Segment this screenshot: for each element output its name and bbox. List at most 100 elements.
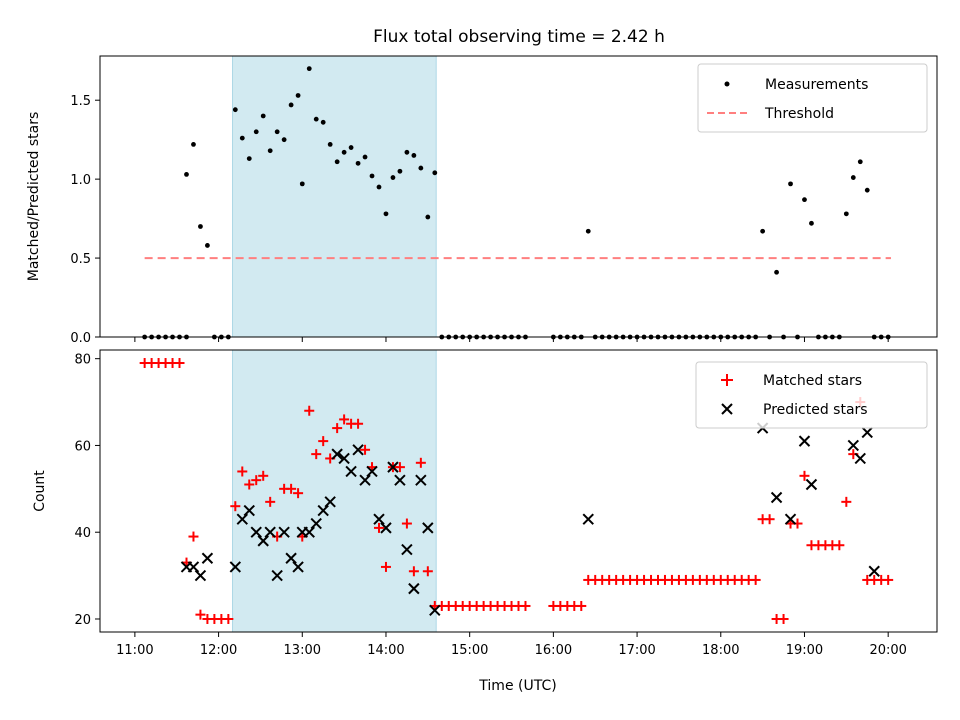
bottom-x-ticks: 11:00 12:00 13:00 14:00 15:00 16:00 17:00 18:00… — [116, 632, 907, 658]
top-y-tick-label: 0.0 — [70, 331, 91, 346]
predicted-star-point — [324, 496, 336, 508]
matched-star-point — [360, 444, 371, 455]
bottom-y-tick-label: 40 — [74, 526, 91, 541]
matched-star-points — [139, 358, 894, 624]
matched-star-point — [764, 514, 775, 525]
matched-star-point — [576, 600, 587, 611]
x-tick-label: 17:00 — [618, 643, 655, 658]
measurement-point — [334, 159, 340, 165]
matched-star-point — [195, 609, 206, 620]
top-highlight-span — [232, 55, 437, 338]
predicted-star-point — [331, 448, 343, 460]
matched-star-point — [258, 470, 269, 481]
measurement-point — [774, 269, 779, 275]
measurement-point — [306, 66, 312, 72]
predicted-star-point — [394, 474, 406, 486]
measurement-point — [246, 156, 252, 162]
predicted-star-point — [359, 474, 371, 486]
x-tick-label: 14:00 — [367, 643, 404, 658]
top-y-axis-label: Matched/Predicted stars — [26, 112, 42, 282]
legend-measurement-marker — [724, 81, 730, 87]
measurement-point — [205, 243, 210, 248]
matched-star-point — [799, 470, 810, 481]
x-tick-label: 12:00 — [200, 643, 237, 658]
matched-star-point — [394, 462, 405, 473]
matched-star-point — [353, 418, 364, 429]
predicted-star-point — [770, 491, 783, 504]
measurement-point — [299, 181, 305, 187]
measurement-point — [239, 135, 245, 141]
measurement-point — [295, 93, 301, 98]
measurement-point — [788, 181, 793, 187]
measurement-point — [850, 175, 856, 180]
predicted-star-point — [868, 565, 880, 577]
matched-star-point — [293, 488, 304, 499]
predicted-star-point — [285, 552, 297, 564]
measurement-point — [253, 129, 259, 135]
measurement-point — [267, 148, 273, 154]
top-panel: 0.0 0.5 1.0 1.5 Matched/Predicted stars Mea… — [26, 55, 938, 346]
x-tick-label: 16:00 — [535, 643, 572, 658]
predicted-star-point — [264, 526, 276, 538]
x-tick-label: 20:00 — [869, 643, 906, 658]
top-legend-box — [697, 63, 928, 133]
predicted-star-point — [338, 452, 350, 465]
matched-star-point — [311, 449, 322, 460]
matched-star-point — [230, 501, 241, 512]
measurement-point — [411, 153, 417, 158]
measurement-point — [802, 197, 807, 203]
predicted-star-points — [180, 422, 880, 617]
measurement-point — [313, 116, 319, 122]
legend-label-measurements: Measurements — [765, 77, 868, 93]
predicted-star-point — [243, 504, 255, 517]
chart-title: Flux total observing time = 2.42 h — [373, 27, 665, 47]
measurement-point — [191, 142, 196, 147]
x-tick-label: 19:00 — [786, 643, 823, 658]
top-y-ticks: 0.0 0.5 1.0 1.5 — [70, 94, 100, 346]
predicted-star-point — [250, 526, 262, 538]
predicted-star-point — [310, 517, 322, 530]
predicted-star-point — [187, 561, 200, 573]
bottom-y-tick-label: 60 — [74, 439, 91, 454]
measurement-point — [404, 149, 410, 155]
matched-star-point — [318, 436, 329, 447]
measurement-point — [390, 175, 396, 180]
matched-star-point — [883, 574, 894, 585]
predicted-star-point — [257, 535, 269, 547]
predicted-star-point — [387, 461, 399, 473]
predicted-star-point — [380, 522, 392, 534]
predicted-star-point — [861, 426, 873, 439]
bottom-y-tick-label: 80 — [74, 353, 91, 368]
matched-star-point — [750, 574, 761, 585]
predicted-star-point — [784, 513, 797, 525]
predicted-star-point — [278, 526, 290, 538]
matched-star-point — [286, 483, 297, 494]
x-tick-label: 13:00 — [284, 643, 321, 658]
matched-star-point — [841, 496, 852, 507]
measurement-point — [864, 187, 870, 193]
measurement-point — [383, 211, 389, 217]
measurement-point — [288, 102, 294, 108]
matched-star-point — [174, 358, 185, 369]
measurement-point — [397, 168, 403, 174]
measurement-point — [760, 228, 766, 234]
top-y-tick-label: 1.0 — [70, 173, 91, 188]
matched-star-point — [408, 566, 419, 577]
predicted-star-point — [582, 513, 594, 525]
predicted-star-point — [352, 444, 364, 456]
top-y-tick-label: 0.5 — [70, 252, 91, 267]
matched-star-point — [834, 540, 845, 551]
matched-star-point — [188, 531, 199, 542]
measurement-point — [809, 220, 814, 226]
matched-star-point — [422, 566, 433, 577]
matched-star-point — [332, 423, 343, 434]
predicted-star-point — [401, 543, 413, 556]
predicted-star-point — [798, 435, 811, 447]
bottom-y-ticks: 20 40 60 80 — [74, 353, 100, 628]
x-tick-label: 15:00 — [451, 643, 488, 658]
predicted-star-point — [236, 513, 248, 525]
matched-star-point — [380, 561, 391, 572]
top-x-ticks — [134, 337, 889, 342]
matched-star-point — [339, 414, 350, 425]
